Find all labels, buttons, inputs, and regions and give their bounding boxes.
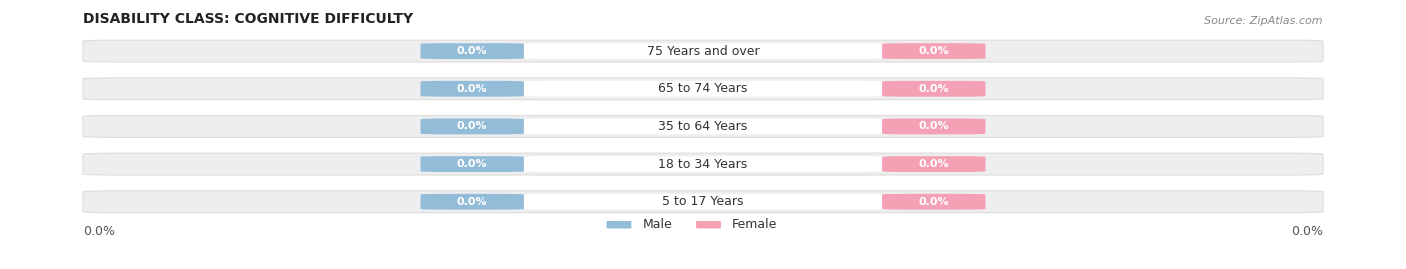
FancyBboxPatch shape <box>83 78 1323 100</box>
FancyBboxPatch shape <box>83 115 1323 137</box>
FancyBboxPatch shape <box>882 194 986 210</box>
FancyBboxPatch shape <box>882 119 986 134</box>
FancyBboxPatch shape <box>882 43 986 59</box>
Text: 0.0%: 0.0% <box>918 121 949 132</box>
FancyBboxPatch shape <box>696 221 721 228</box>
Text: 35 to 64 Years: 35 to 64 Years <box>658 120 748 133</box>
Text: 0.0%: 0.0% <box>457 121 488 132</box>
FancyBboxPatch shape <box>524 194 882 210</box>
FancyBboxPatch shape <box>524 156 882 172</box>
FancyBboxPatch shape <box>420 81 524 97</box>
FancyBboxPatch shape <box>420 194 524 210</box>
Text: Male: Male <box>643 218 672 231</box>
Text: 0.0%: 0.0% <box>457 197 488 207</box>
Text: 18 to 34 Years: 18 to 34 Years <box>658 158 748 171</box>
Text: 65 to 74 Years: 65 to 74 Years <box>658 82 748 95</box>
Text: 0.0%: 0.0% <box>457 84 488 94</box>
FancyBboxPatch shape <box>524 81 882 97</box>
Text: 0.0%: 0.0% <box>918 159 949 169</box>
FancyBboxPatch shape <box>420 43 524 59</box>
FancyBboxPatch shape <box>882 81 986 97</box>
FancyBboxPatch shape <box>83 153 1323 175</box>
Text: 0.0%: 0.0% <box>1291 225 1323 238</box>
FancyBboxPatch shape <box>882 156 986 172</box>
FancyBboxPatch shape <box>524 119 882 134</box>
FancyBboxPatch shape <box>420 119 524 134</box>
Text: 0.0%: 0.0% <box>83 225 115 238</box>
Text: Source: ZipAtlas.com: Source: ZipAtlas.com <box>1205 16 1323 26</box>
Text: 0.0%: 0.0% <box>918 197 949 207</box>
Text: 75 Years and over: 75 Years and over <box>647 45 759 58</box>
FancyBboxPatch shape <box>524 43 882 59</box>
Text: 0.0%: 0.0% <box>918 84 949 94</box>
Text: 5 to 17 Years: 5 to 17 Years <box>662 195 744 208</box>
Text: 0.0%: 0.0% <box>918 46 949 56</box>
Text: DISABILITY CLASS: COGNITIVE DIFFICULTY: DISABILITY CLASS: COGNITIVE DIFFICULTY <box>83 12 413 26</box>
FancyBboxPatch shape <box>606 221 631 228</box>
FancyBboxPatch shape <box>420 156 524 172</box>
Text: 0.0%: 0.0% <box>457 46 488 56</box>
FancyBboxPatch shape <box>83 40 1323 62</box>
Text: 0.0%: 0.0% <box>457 159 488 169</box>
Text: Female: Female <box>733 218 778 231</box>
FancyBboxPatch shape <box>83 191 1323 213</box>
